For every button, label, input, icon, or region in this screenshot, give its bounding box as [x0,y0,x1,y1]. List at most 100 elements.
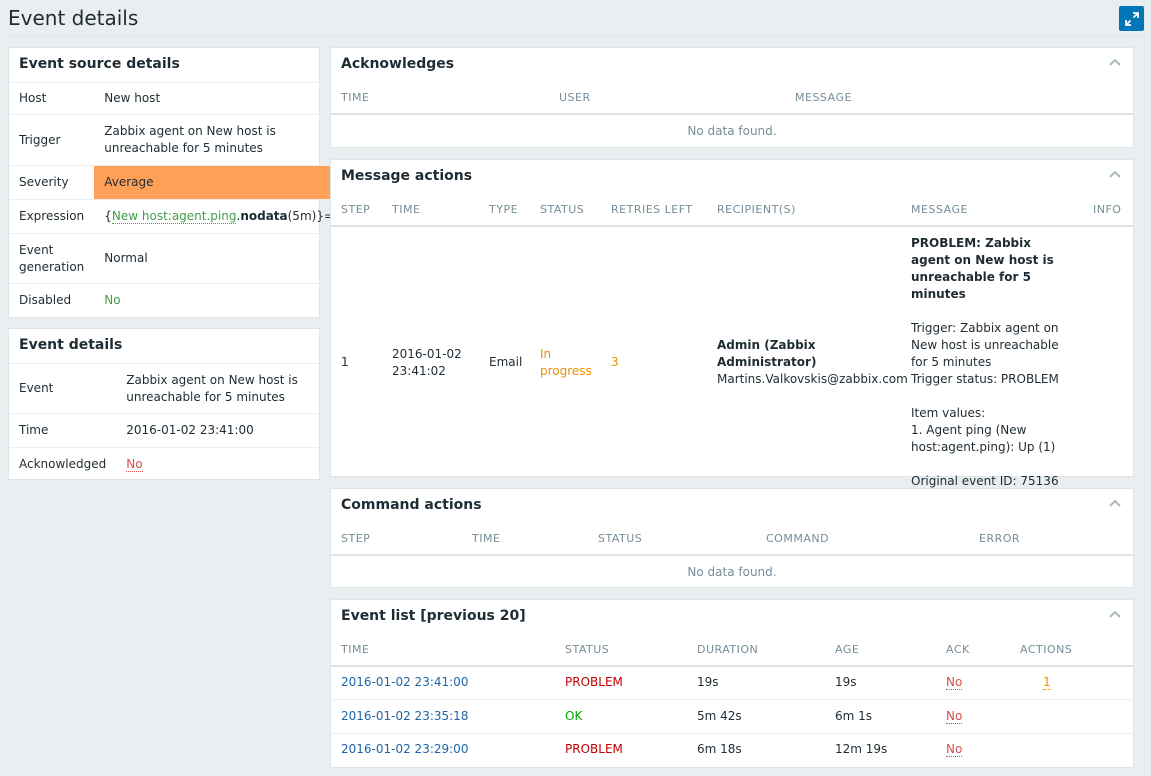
collapse-icon[interactable] [1109,499,1121,507]
expression-dot: . [236,209,241,223]
column-header[interactable]: Info [1083,194,1133,227]
generation-label: Event generation [9,233,95,284]
column-header[interactable]: Command [756,523,969,556]
ack-link[interactable]: No [946,742,963,758]
recipient-cell: Admin (Zabbix Administrator) Martins.Val… [707,226,908,498]
column-header[interactable]: Status [555,634,687,667]
age-cell: 12m 19s [825,732,936,766]
column-header[interactable]: Time [462,523,588,556]
actions-cell [1010,698,1133,733]
column-header[interactable]: Time [382,194,479,227]
status-cell: OK [555,698,687,733]
column-header[interactable]: User [549,82,785,115]
command-actions-widget: Command actions Step Time Status Command… [330,488,1134,588]
no-data-message: No data found. [687,124,777,138]
column-header[interactable]: Recipient(s) [707,194,901,227]
expression-item-link[interactable]: New host:agent.ping [111,209,237,224]
header-divider [8,36,1143,37]
expression-args: (5m) [287,209,317,223]
event-time-link[interactable]: 2016-01-02 23:41:00 [341,675,469,690]
message-actions-table: Step Time Type Status Retries left Recip… [331,194,1133,498]
expression-row: Expression {New host:agent.ping.nodata(5… [9,199,352,234]
table-row: 1 2016-01-02 23:41:02 Email In progress … [331,226,1133,498]
event-details-widget: Event details Event Zabbix agent on New … [8,328,320,481]
recipient-email: Martins.Valkovskis@zabbix.com [717,372,908,386]
duration-cell: 19s [697,675,719,690]
column-header[interactable]: Retries left [601,194,707,227]
event-value: Zabbix agent on New host is unreachable … [116,363,319,414]
message-actions-widget: Message actions Step Time Type Status Re… [330,159,1134,488]
widget-title: Command actions [341,497,482,513]
acknowledges-table: Time User Message No data found. [331,82,1133,148]
widget-title: Event details [19,337,123,353]
column-header[interactable]: Ack [936,634,1010,667]
column-header[interactable]: Time [331,82,549,115]
severity-label: Severity [9,165,95,200]
time-value: 2016-01-02 23:41:00 [116,413,319,448]
message-items-label: Item values: [911,406,986,420]
duration-cell: 6m 18s [687,732,825,766]
ack-label: Acknowledged [9,447,117,481]
trigger-label: Trigger [9,114,95,166]
column-header[interactable]: Message [785,82,1133,115]
event-details-table: Event Zabbix agent on New host is unreac… [9,363,319,481]
column-header[interactable]: Time [331,634,555,667]
collapse-icon[interactable] [1109,610,1121,618]
ack-link[interactable]: No [946,675,963,691]
ack-cell: No [936,666,1010,699]
column-header[interactable]: Status [530,194,601,227]
column-header[interactable]: Age [825,634,936,667]
column-header[interactable]: Type [479,194,530,227]
host-row: Host New host [9,82,352,115]
message-original-event: Original event ID: 75136 [911,474,1059,488]
table-row: 2016-01-02 23:35:18 OK 5m 42s 6m 1s No [331,698,1133,733]
host-value: New host [94,82,352,115]
retries-cell: 3 [611,355,619,369]
expression-open: { [104,209,112,223]
disabled-row: Disabled No [9,283,352,317]
message-subject: PROBLEM: Zabbix agent on New host is unr… [911,236,1054,301]
table-row: 2016-01-02 23:41:00 PROBLEM 19s 19s No 1 [331,666,1133,699]
column-header[interactable]: Error [969,523,1133,556]
age-cell: 19s [835,675,857,690]
column-header[interactable]: Status [588,523,756,556]
event-source-details-widget: Event source details Host New host Trigg… [8,47,352,318]
disabled-label: Disabled [9,283,95,317]
collapse-icon[interactable] [1109,170,1121,178]
ack-link[interactable]: No [946,708,963,724]
duration-cell: 5m 42s [687,698,825,733]
time-cell: 2016-01-02 23:29:00 [331,732,555,766]
collapse-icon[interactable] [1109,58,1121,66]
generation-value: Normal [94,233,352,284]
severity-value: Average [94,165,352,200]
event-time-link[interactable]: 2016-01-02 23:29:00 [341,742,469,757]
widget-title: Message actions [341,168,473,184]
column-header[interactable]: Step [331,194,382,227]
actions-link[interactable]: 1 [1043,675,1051,691]
page-title: Event details [8,6,139,30]
ack-link[interactable]: No [126,456,143,472]
time-row: Time 2016-01-02 23:41:00 [9,413,319,448]
step-cell: 1 [341,355,349,369]
fullscreen-button[interactable] [1119,6,1144,31]
expression-value: {New host:agent.ping.nodata(5m)}=1 [94,199,352,234]
info-cell [1083,226,1133,498]
column-header[interactable]: Actions [1010,634,1133,667]
event-list-table: Time Status Duration Age Ack Actions 201… [331,634,1133,766]
event-list-widget: Event list [previous 20] Time Status Dur… [330,599,1134,768]
column-header[interactable]: Step [331,523,462,556]
generation-row: Event generation Normal [9,233,352,284]
time-cell: 2016-01-02 23:35:18 [331,698,555,733]
column-header[interactable]: Duration [687,634,825,667]
host-label: Host [9,82,95,115]
column-header[interactable]: Message [901,194,1083,227]
trigger-value: Zabbix agent on New host is unreachable … [94,114,352,166]
source-details-table: Host New host Trigger Zabbix agent on Ne… [9,82,352,317]
recipient-name: Admin (Zabbix Administrator) [717,338,817,369]
message-trigger-status: Trigger status: PROBLEM [911,372,1059,386]
table-row: 2016-01-02 23:29:00 PROBLEM 6m 18s 12m 1… [331,732,1133,766]
status-cell: PROBLEM [555,732,687,766]
event-time-link[interactable]: 2016-01-02 23:35:18 [341,708,469,723]
time-cell: 2016-01-02 23:41:02 [392,346,462,378]
message-trigger: Trigger: Zabbix agent on New host is unr… [911,321,1059,369]
